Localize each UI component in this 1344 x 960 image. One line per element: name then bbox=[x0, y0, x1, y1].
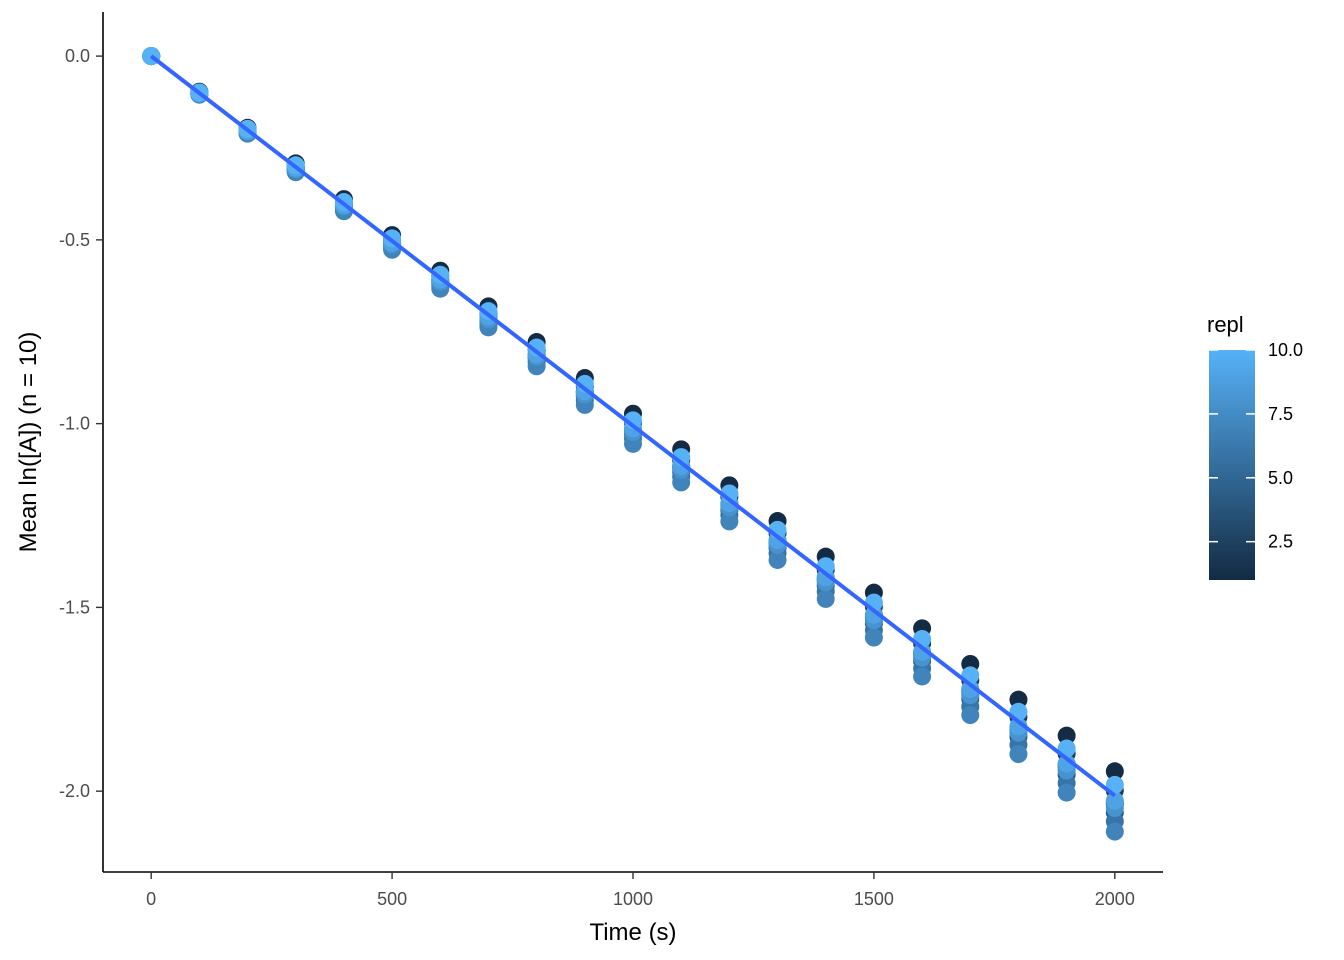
data-point bbox=[864, 628, 883, 647]
color-legend: repl 2.5 5.0 7.5 10.0 bbox=[1207, 312, 1303, 580]
data-point bbox=[961, 679, 980, 698]
x-tick-label: 2000 bbox=[1095, 889, 1135, 909]
data-point bbox=[575, 374, 594, 393]
axes: 0 500 1000 1500 2000 0.0 -0.5 -1.0 -1.5 -2.0 bbox=[59, 12, 1163, 909]
legend-label: 2.5 bbox=[1268, 532, 1293, 552]
data-point bbox=[1057, 754, 1076, 773]
data-point bbox=[913, 667, 932, 686]
data-point bbox=[672, 473, 691, 492]
legend-label: 10.0 bbox=[1268, 340, 1303, 360]
data-point bbox=[768, 550, 787, 569]
x-tick-label: 1000 bbox=[613, 889, 653, 909]
y-tick-label: 0.0 bbox=[65, 46, 90, 66]
data-point bbox=[961, 706, 980, 725]
legend-colorbar bbox=[1209, 350, 1255, 580]
data-point bbox=[1105, 822, 1124, 841]
legend-title: repl bbox=[1207, 312, 1244, 337]
data-point bbox=[913, 642, 932, 661]
x-tick-label: 500 bbox=[377, 889, 407, 909]
data-point bbox=[1105, 762, 1124, 781]
y-tick-label: -2.0 bbox=[59, 781, 90, 801]
data-point bbox=[1105, 791, 1124, 810]
data-point bbox=[1057, 726, 1076, 745]
legend-ticks: 2.5 5.0 7.5 10.0 bbox=[1209, 340, 1303, 552]
y-tick-label: -1.5 bbox=[59, 597, 90, 617]
fit-line-layer bbox=[149, 54, 1117, 798]
data-point bbox=[720, 512, 739, 531]
data-point bbox=[1009, 745, 1028, 764]
legend-label: 7.5 bbox=[1268, 404, 1293, 424]
legend-label: 5.0 bbox=[1268, 468, 1293, 488]
y-ticks: 0.0 -0.5 -1.0 -1.5 -2.0 bbox=[59, 46, 103, 801]
fit-line bbox=[149, 54, 1117, 798]
data-point bbox=[1009, 717, 1028, 736]
data-points bbox=[142, 47, 1124, 841]
x-tick-label: 1500 bbox=[854, 889, 894, 909]
data-point bbox=[1057, 783, 1076, 802]
x-axis-title: Time (s) bbox=[589, 919, 676, 946]
x-ticks: 0 500 1000 1500 2000 bbox=[146, 872, 1135, 909]
x-tick-label: 0 bbox=[146, 889, 156, 909]
y-tick-label: -0.5 bbox=[59, 230, 90, 250]
data-point bbox=[479, 302, 498, 321]
y-axis-title: Mean ln([A]) (n = 10) bbox=[15, 332, 42, 553]
y-tick-label: -1.0 bbox=[59, 414, 90, 434]
data-point bbox=[816, 589, 835, 608]
data-point bbox=[527, 338, 546, 357]
data-point bbox=[1105, 775, 1124, 794]
